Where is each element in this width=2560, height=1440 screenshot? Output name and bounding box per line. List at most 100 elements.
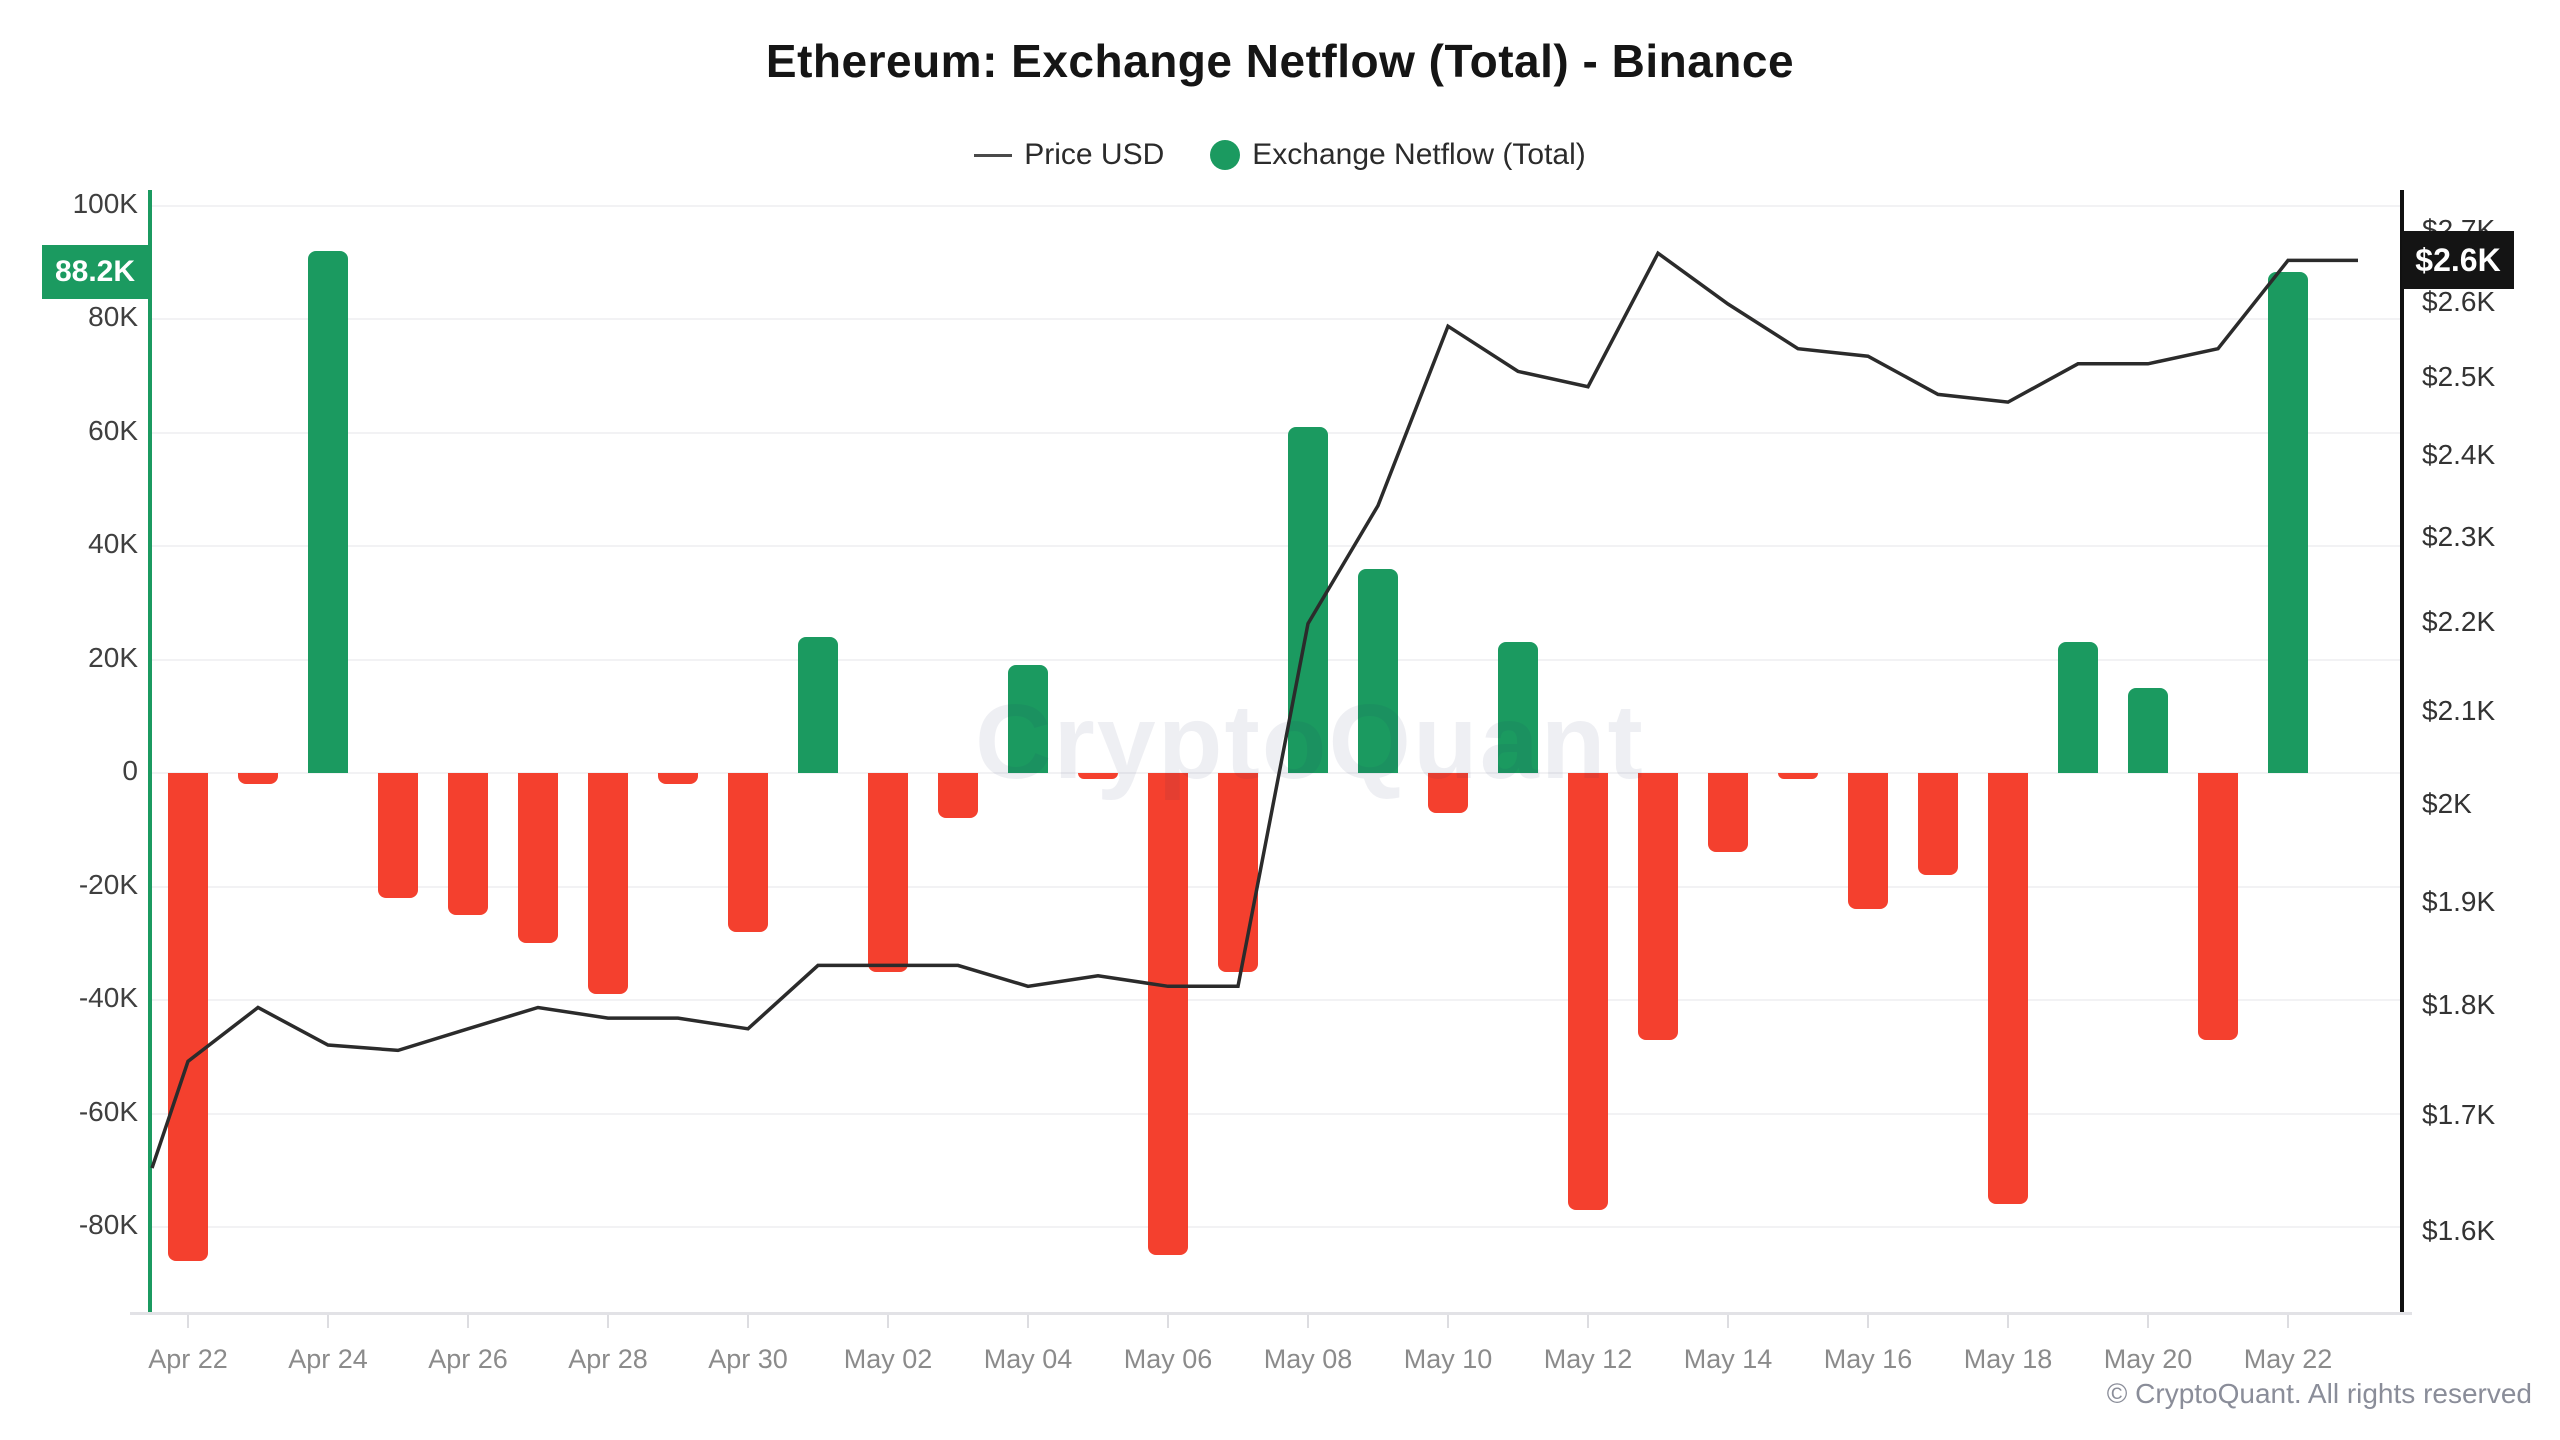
x-tick-label: May 18 (1963, 1344, 2053, 1374)
netflow-bar[interactable] (1638, 773, 1678, 1040)
x-tick-label: Apr 26 (428, 1344, 508, 1374)
x-tick-label: Apr 24 (288, 1344, 368, 1374)
netflow-bar[interactable] (1078, 773, 1118, 779)
right-axis-label: $2.5K (2422, 361, 2496, 393)
legend: Price USD Exchange Netflow (Total) (0, 138, 2560, 172)
x-tick (327, 1315, 329, 1328)
x-tick (1167, 1315, 1169, 1328)
right-axis-line (2400, 190, 2404, 1312)
legend-label-price: Price USD (1024, 138, 1165, 171)
right-axis-label: $2.6K (2422, 286, 2496, 317)
netflow-bar[interactable] (1358, 568, 1398, 773)
gridline (152, 318, 2400, 320)
legend-item-netflow[interactable]: Exchange Netflow (Total) (1210, 138, 1586, 172)
left-axis-label: 60K (88, 414, 138, 446)
netflow-bar[interactable] (1568, 773, 1608, 1210)
right-axis-label: $2.4K (2422, 439, 2496, 471)
x-tick (887, 1315, 889, 1328)
x-tick-label: May 12 (1543, 1344, 1633, 1374)
right-axis-label: $1.6K (2422, 1214, 2496, 1246)
legend-item-price[interactable]: Price USD (974, 138, 1164, 172)
x-tick (1867, 1315, 1869, 1328)
gridline (152, 431, 2400, 434)
legend-label-netflow: Exchange Netflow (Total) (1252, 138, 1586, 171)
netflow-bar[interactable] (518, 773, 558, 944)
netflow-bar[interactable] (868, 773, 908, 972)
gridline (152, 885, 2400, 888)
gridline (152, 658, 2400, 661)
left-axis-label: 20K (88, 641, 138, 673)
netflow-bar[interactable] (658, 773, 698, 785)
x-tick-label: May 10 (1403, 1344, 1493, 1374)
netflow-bar[interactable] (1428, 773, 1468, 813)
x-tick (187, 1315, 189, 1328)
x-tick-label: May 04 (983, 1344, 1073, 1374)
x-tick-label: Apr 30 (708, 1344, 788, 1374)
watermark: CryptoQuant (975, 683, 1645, 801)
netflow-bar[interactable] (728, 773, 768, 932)
x-tick (467, 1315, 469, 1328)
x-tick (1027, 1315, 1029, 1328)
page-title: Ethereum: Exchange Netflow (Total) - Bin… (765, 35, 1795, 87)
netflow-bar[interactable] (2058, 642, 2098, 773)
x-tick (1307, 1315, 1309, 1328)
left-axis-label: -60K (78, 1095, 138, 1127)
netflow-bar[interactable] (1148, 773, 1188, 1256)
left-axis-label: 100K (72, 187, 138, 219)
gridline (152, 545, 2400, 547)
right-axis-label: $1.7K (2422, 1098, 2496, 1130)
x-tick (1727, 1315, 1729, 1328)
left-axis-label: 80K (88, 301, 138, 332)
latest-netflow-badge: 88.2K (42, 245, 148, 300)
gridline (152, 1226, 2400, 1228)
x-tick-label: May 22 (2243, 1344, 2333, 1374)
netflow-bar[interactable] (1848, 773, 1888, 910)
x-tick (2007, 1315, 2009, 1328)
price-line (150, 250, 2358, 1169)
netflow-bar[interactable] (588, 773, 628, 995)
right-axis-label: $2.1K (2422, 694, 2496, 726)
left-axis-label: 0 (122, 755, 138, 786)
left-axis-label: -40K (78, 982, 138, 1013)
x-tick-label: May 20 (2103, 1344, 2193, 1374)
netflow-bar[interactable] (2268, 272, 2308, 773)
dot-icon (1210, 140, 1241, 170)
netflow-bar[interactable] (378, 773, 418, 898)
x-tick (1447, 1315, 1449, 1328)
copyright-note: © CryptoQuant. All rights reserved (2106, 1378, 2532, 1409)
netflow-bar[interactable] (308, 250, 348, 773)
gridline (152, 999, 2400, 1001)
right-axis-label: $2.2K (2422, 605, 2496, 637)
x-axis-baseline (130, 1312, 2412, 1315)
gridline (152, 1112, 2400, 1115)
netflow-bar[interactable] (1778, 773, 1818, 779)
x-tick-label: Apr 28 (568, 1344, 648, 1374)
netflow-bar[interactable] (1988, 773, 2028, 1205)
right-axis-label: $2K (2422, 787, 2472, 819)
netflow-bar[interactable] (2198, 773, 2238, 1040)
netflow-bar[interactable] (168, 773, 208, 1262)
netflow-bar[interactable] (1218, 773, 1258, 972)
netflow-bar[interactable] (1918, 773, 1958, 876)
gridline (152, 204, 2400, 207)
x-tick-label: May 06 (1123, 1344, 1213, 1374)
x-tick-label: Apr 22 (148, 1344, 228, 1374)
x-tick-label: May 02 (843, 1344, 933, 1374)
netflow-bar[interactable] (798, 636, 838, 773)
right-axis-label: $1.8K (2422, 989, 2496, 1021)
x-tick-label: May 14 (1683, 1344, 1773, 1374)
netflow-bar[interactable] (1008, 665, 1048, 773)
left-axis-label: -80K (78, 1209, 138, 1240)
netflow-bar[interactable] (1498, 642, 1538, 773)
netflow-bar[interactable] (448, 773, 488, 915)
x-tick (747, 1315, 749, 1328)
netflow-bar[interactable] (1708, 773, 1748, 853)
netflow-bar[interactable] (238, 773, 278, 785)
latest-price-badge: $2.6K (2402, 231, 2514, 290)
right-axis-label: $2.3K (2422, 520, 2496, 552)
netflow-bar[interactable] (2128, 687, 2168, 773)
x-tick-label: May 16 (1823, 1344, 1913, 1374)
netflow-bar[interactable] (938, 773, 978, 819)
